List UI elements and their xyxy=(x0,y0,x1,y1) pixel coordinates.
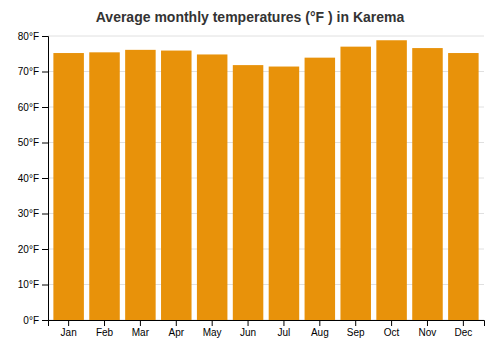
tick-mark xyxy=(319,320,320,326)
x-tick: Dec xyxy=(454,320,472,338)
x-tick: Sep xyxy=(347,320,365,338)
y-tick: 10°F xyxy=(18,279,48,290)
tick-mark xyxy=(42,178,48,179)
tick-mark xyxy=(42,107,48,108)
axis-line xyxy=(42,37,49,321)
x-tick: Oct xyxy=(384,320,400,338)
tick-label: Mar xyxy=(132,327,150,338)
bar xyxy=(269,67,300,320)
tick-mark xyxy=(248,320,249,326)
tick-label: Jun xyxy=(240,327,256,338)
bar xyxy=(305,58,336,320)
tick-label: Apr xyxy=(169,327,185,338)
bar xyxy=(161,51,192,320)
x-tick: Jan xyxy=(61,320,77,338)
y-tick: 50°F xyxy=(18,137,48,148)
tick-mark xyxy=(42,320,48,321)
y-tick: 0°F xyxy=(23,315,48,326)
tick-label: 70°F xyxy=(18,66,39,77)
tick-label: 0°F xyxy=(23,315,39,326)
bar xyxy=(340,47,371,320)
x-tick: Apr xyxy=(169,320,185,338)
bar xyxy=(233,65,264,320)
y-tick: 30°F xyxy=(18,208,48,219)
tick-label: Jul xyxy=(278,327,291,338)
bar xyxy=(89,52,120,320)
bar xyxy=(376,40,407,320)
tick-label: 20°F xyxy=(18,244,39,255)
tick-label: Nov xyxy=(419,327,437,338)
tick-label: 40°F xyxy=(18,173,39,184)
y-axis: 0°F 10°F 20°F 30°F 40°F 50°F 60°F 70°F 80°F xyxy=(18,31,49,326)
bar xyxy=(53,53,84,320)
tick-label: Dec xyxy=(454,327,472,338)
tick-mark xyxy=(42,143,48,144)
chart: 0°F 10°F 20°F 30°F 40°F 50°F 60°F 70°F 80°F Jan Fe… xyxy=(0,0,500,350)
x-tick: Aug xyxy=(311,320,329,338)
grid-line xyxy=(48,36,484,37)
tick-mark xyxy=(68,320,69,326)
tick-mark xyxy=(42,249,48,250)
axis-line xyxy=(49,321,485,327)
tick-label: Aug xyxy=(311,327,329,338)
tick-mark xyxy=(355,320,356,326)
bar xyxy=(448,53,479,320)
tick-label: 10°F xyxy=(18,279,39,290)
tick-label: 80°F xyxy=(18,31,39,42)
tick-label: Jan xyxy=(61,327,77,338)
tick-mark xyxy=(427,320,428,326)
tick-mark xyxy=(463,320,464,326)
tick-label: Oct xyxy=(384,327,400,338)
tick-mark xyxy=(212,320,213,326)
x-tick: Nov xyxy=(419,320,437,338)
x-tick: May xyxy=(203,320,222,338)
plot-area: 0°F 10°F 20°F 30°F 40°F 50°F 60°F 70°F 80°F Jan Fe… xyxy=(18,31,485,338)
bar xyxy=(197,54,228,320)
x-tick: Jun xyxy=(240,320,256,338)
x-tick: Feb xyxy=(96,320,114,338)
grid xyxy=(48,36,484,320)
y-tick: 40°F xyxy=(18,173,48,184)
x-tick: Jul xyxy=(278,320,291,338)
y-tick: 60°F xyxy=(18,102,48,113)
tick-mark xyxy=(140,320,141,326)
tick-mark xyxy=(42,36,48,37)
tick-label: Sep xyxy=(347,327,365,338)
tick-label: May xyxy=(203,327,222,338)
tick-mark xyxy=(283,320,284,326)
y-tick: 20°F xyxy=(18,244,48,255)
tick-mark xyxy=(42,214,48,215)
tick-label: 60°F xyxy=(18,102,39,113)
y-tick: 70°F xyxy=(18,66,48,77)
tick-label: 50°F xyxy=(18,137,39,148)
title: Average monthly temperatures (°F ) in Ka… xyxy=(96,9,405,25)
tick-mark xyxy=(42,285,48,286)
bar xyxy=(412,48,443,320)
tick-label: 30°F xyxy=(18,208,39,219)
bars xyxy=(53,40,478,320)
tick-mark xyxy=(104,320,105,326)
tick-mark xyxy=(391,320,392,326)
tick-label: Feb xyxy=(96,327,114,338)
tick-mark xyxy=(42,72,48,73)
y-tick: 80°F xyxy=(18,31,48,42)
x-axis: Jan Feb Mar Apr May Jun Jul Aug Sep Oct Nov Dec xyxy=(49,320,485,338)
x-tick: Mar xyxy=(132,320,150,338)
bar xyxy=(125,50,156,320)
tick-mark xyxy=(176,320,177,326)
